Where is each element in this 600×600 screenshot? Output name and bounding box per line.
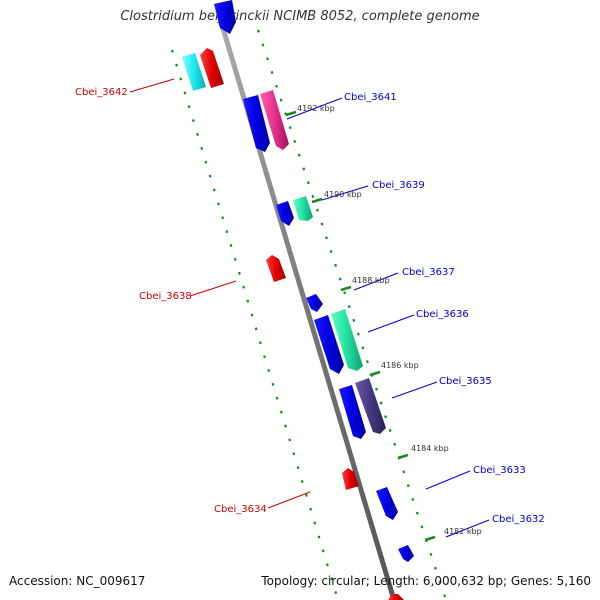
gene-arrow: [342, 468, 359, 490]
gene-arrow: [339, 385, 366, 439]
gene-arrow: [314, 315, 344, 374]
gene-label[interactable]: Cbei_3633: [473, 465, 526, 476]
gene-label[interactable]: Cbei_3635: [439, 376, 492, 387]
gene-arrow: [331, 309, 363, 371]
major-ticks: [285, 110, 436, 542]
gene-arrow: [182, 53, 206, 91]
gene-arrow: [266, 255, 286, 282]
gene-arrow: [276, 201, 294, 226]
accession-label: Accession: NC_009617: [9, 574, 146, 588]
gene-label[interactable]: Cbei_3638: [139, 291, 192, 302]
gene-arrow: [293, 196, 313, 221]
gene-arrow: [260, 90, 289, 150]
kbp-label: 4190 kbp: [324, 190, 362, 199]
kbp-label: 4188 kbp: [352, 276, 390, 285]
gene-label[interactable]: Cbei_3636: [416, 309, 469, 320]
gene-arrow: [376, 487, 398, 520]
genome-title: Clostridium beijerinckii NCIMB 8052, com…: [120, 9, 480, 24]
kbp-label: 4184 kbp: [411, 444, 449, 453]
gene-arrow: [243, 95, 270, 152]
gene-label[interactable]: Cbei_3642: [75, 87, 128, 98]
gene-label[interactable]: Cbei_3634: [214, 504, 267, 515]
gene-arrow: [306, 294, 323, 312]
inner-tick-track: [170, 49, 340, 600]
gene-label[interactable]: Cbei_3639: [372, 180, 425, 191]
gene-label[interactable]: Cbei_3637: [402, 267, 455, 278]
gene-label[interactable]: Cbei_3632: [492, 514, 545, 525]
gene-arrow: [388, 594, 404, 600]
gene-arrow: [355, 378, 386, 434]
gene-arrow: [214, 0, 236, 34]
gene-arrow: [200, 48, 224, 88]
kbp-label: 4186 kbp: [381, 361, 419, 370]
kbp-label: 4192 kbp: [297, 104, 335, 113]
leader-lines: [129, 78, 490, 538]
genome-summary-label: Topology: circular; Length: 6,000,632 bp…: [261, 574, 591, 588]
gene-arrow: [398, 545, 414, 562]
kbp-label: 4182 kbp: [444, 527, 482, 536]
gene-label[interactable]: Cbei_3641: [344, 92, 397, 103]
